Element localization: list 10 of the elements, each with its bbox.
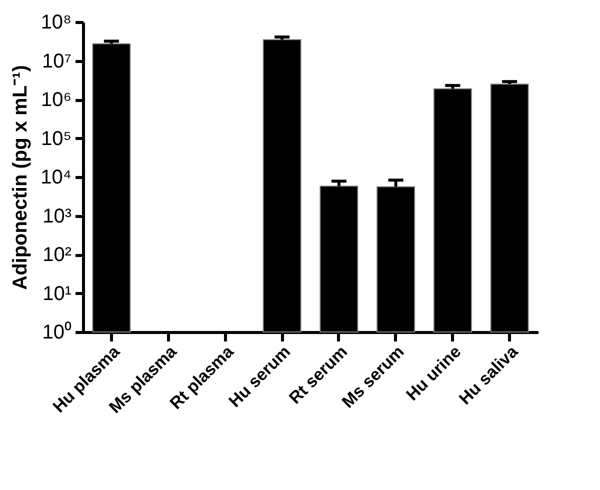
y-tick-label: 10² bbox=[42, 244, 72, 266]
y-axis-title: Adiponectin (pg x mL⁻¹) bbox=[10, 65, 32, 290]
y-tick-label: 10⁴ bbox=[40, 166, 72, 188]
y-tick-label: 10¹ bbox=[42, 282, 72, 305]
y-tick-label: 10⁶ bbox=[41, 89, 72, 111]
y-tick-label: 10⁷ bbox=[42, 50, 72, 72]
y-tick-label: 10⁸ bbox=[40, 12, 72, 34]
y-tick-label: 10⁰ bbox=[42, 320, 72, 344]
y-tick-label: 10⁵ bbox=[40, 128, 72, 150]
y-tick-label: 10³ bbox=[42, 205, 72, 228]
